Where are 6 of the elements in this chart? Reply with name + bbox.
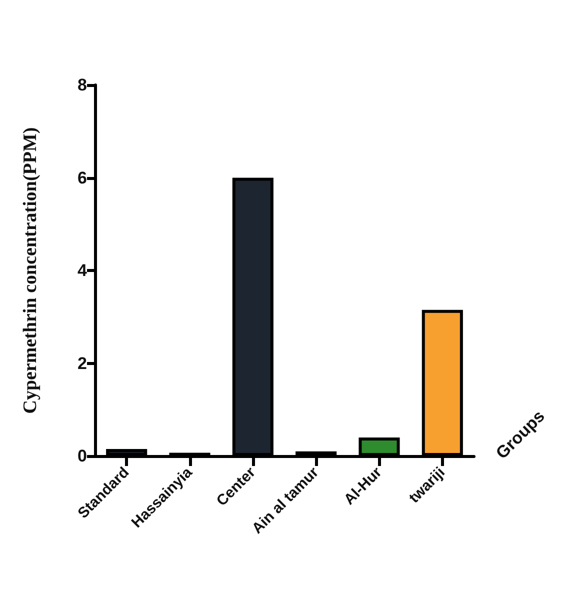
y-tick-label: 8 bbox=[78, 76, 87, 94]
y-tick-label: 6 bbox=[78, 168, 87, 188]
y-axis-title: Cypermethrin concentration(PPM) bbox=[20, 127, 41, 414]
y-tick-label: 2 bbox=[78, 354, 87, 373]
y-tick-label: 0 bbox=[78, 446, 87, 466]
y-tick-label: 4 bbox=[78, 261, 88, 280]
